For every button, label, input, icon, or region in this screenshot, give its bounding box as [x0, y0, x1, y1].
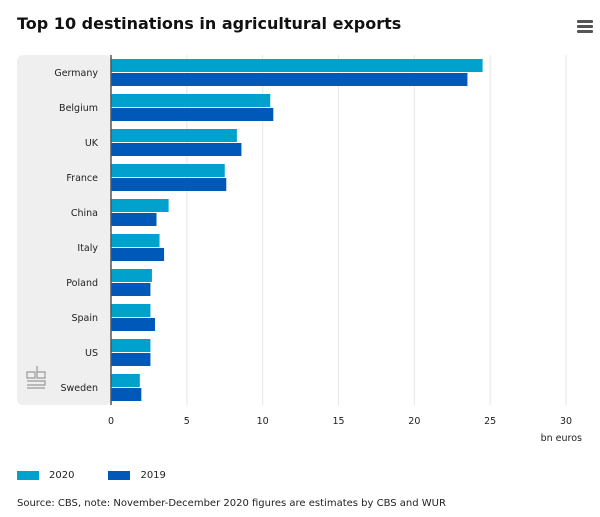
bar-2019-france	[111, 178, 227, 191]
bar-2020-italy	[111, 234, 160, 247]
bar-2019-spain	[111, 318, 155, 331]
x-tick-label: 0	[108, 416, 114, 427]
category-label: China	[71, 208, 98, 219]
cbs-logo	[26, 366, 46, 389]
category-label: Sweden	[60, 383, 98, 394]
bar-2019-italy	[111, 248, 165, 261]
category-label: Italy	[77, 243, 98, 254]
category-label: Spain	[71, 313, 98, 324]
bar-2019-belgium	[111, 108, 274, 121]
x-tick-label: 20	[408, 416, 420, 427]
category-label: US	[85, 348, 98, 359]
category-label: France	[66, 173, 98, 184]
bar-2020-poland	[111, 269, 152, 282]
chart-title: Top 10 destinations in agricultural expo…	[17, 14, 402, 33]
x-tick-label: 5	[184, 416, 190, 427]
category-panel	[17, 55, 111, 405]
bar-2020-spain	[111, 304, 151, 317]
bar-2019-sweden	[111, 388, 142, 401]
bar-2020-china	[111, 199, 169, 212]
hamburger-menu-icon[interactable]	[577, 20, 593, 34]
bar-2020-sweden	[111, 374, 140, 387]
x-tick-label: 10	[257, 416, 269, 427]
bar-2020-belgium	[111, 94, 271, 107]
x-axis-label: bn euros	[541, 433, 582, 444]
category-label: Belgium	[59, 103, 98, 114]
x-tick-label: 30	[560, 416, 572, 427]
bar-2019-china	[111, 213, 157, 226]
legend: 2020 2019	[17, 470, 166, 481]
bar-2019-poland	[111, 283, 151, 296]
legend-label: 2020	[49, 470, 75, 481]
legend-swatch	[108, 471, 131, 480]
bar-2019-uk	[111, 143, 242, 156]
category-label: UK	[85, 138, 99, 149]
bar-2020-france	[111, 164, 225, 177]
legend-item-2020[interactable]: 2020	[17, 470, 74, 481]
bar-2020-us	[111, 339, 151, 352]
bar-2020-germany	[111, 59, 483, 72]
source-note: Source: CBS, note: November-December 202…	[17, 498, 446, 509]
category-label: Poland	[66, 278, 98, 289]
legend-label: 2019	[140, 470, 166, 481]
legend-swatch	[17, 471, 39, 480]
bar-2019-us	[111, 353, 151, 366]
x-tick-label: 25	[484, 416, 496, 427]
x-tick-label: 15	[332, 416, 344, 427]
category-label: Germany	[54, 68, 98, 79]
bar-2020-uk	[111, 129, 237, 142]
bar-2019-germany	[111, 73, 468, 86]
legend-item-2019[interactable]: 2019	[108, 470, 166, 481]
